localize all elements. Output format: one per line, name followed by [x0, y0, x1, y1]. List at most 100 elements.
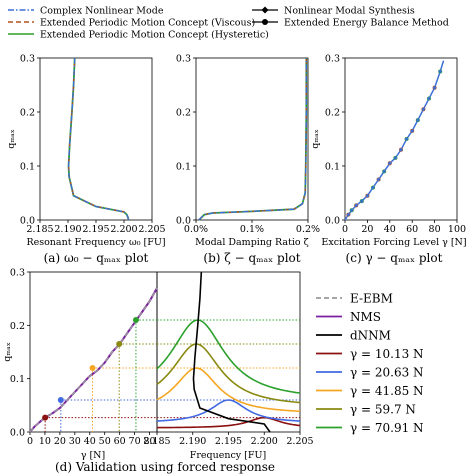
panel-c-caption: (c) γ − qₘₐₓ plot — [346, 251, 443, 265]
legend-label: Extended Periodic Motion Concept (Viscou… — [40, 18, 255, 29]
x-tick-label: 2.190 — [179, 436, 206, 447]
x-tick-label: 2.200 — [110, 224, 137, 235]
marker-diamond — [410, 128, 415, 133]
x-tick-label: 70 — [129, 436, 141, 447]
y-tick-label: 0.1 — [20, 162, 35, 173]
frf-curve — [156, 399, 301, 422]
legend-label: Extended Energy Balance Method — [284, 18, 449, 29]
y-tick-label: 0.2 — [20, 108, 35, 119]
marker-diamond — [393, 155, 398, 160]
series-dnnm — [192, 271, 271, 433]
marker-diamond — [404, 137, 409, 141]
y-tick-label: 0.3 — [176, 54, 191, 65]
panel-d-caption: (d) Validation using forced response — [55, 460, 275, 474]
y-tick-label: 0.2 — [325, 108, 340, 119]
x-tick-label: 10 — [39, 436, 51, 447]
y-tick-label: 0.1 — [176, 162, 191, 173]
panel-b-caption: (b) ζ − qₘₐₓ plot — [203, 251, 300, 265]
panel-d: qₘₐₓ γ [N] Frequency [FU] (d) Validation… — [2, 268, 314, 474]
panel-c-frame — [344, 57, 458, 221]
legend-label: γ = 41.85 N — [350, 384, 424, 398]
x-tick-label: 20 — [361, 224, 373, 235]
x-tick-label: 2.190 — [54, 224, 81, 235]
marker-diamond — [421, 107, 426, 112]
y-tick-label: 0.3 — [325, 54, 340, 65]
series-epmc-viscous — [67, 57, 130, 221]
x-tick-label: 0.2% — [296, 224, 320, 235]
series-epmc-hysteretic — [198, 58, 308, 221]
legend-label: Extended Periodic Motion Concept (Hyster… — [40, 30, 269, 41]
forced-response-point — [89, 365, 96, 371]
x-tick-label: 2.200 — [251, 436, 278, 447]
y-tick-label: 0.1 — [325, 162, 340, 173]
legend-label: γ = 20.63 N — [350, 366, 424, 380]
x-tick-label: 40 — [384, 224, 396, 235]
frf-curve — [156, 343, 301, 404]
x-tick-label: 0.1% — [240, 224, 264, 235]
forced-response-point — [57, 397, 64, 403]
x-tick-label: 20 — [54, 436, 66, 447]
marker-diamond — [432, 85, 437, 90]
panel-b-frame — [195, 57, 309, 221]
marker-diamond — [359, 199, 364, 204]
x-tick-label: 0 — [342, 224, 348, 235]
x-tick-label: 60 — [406, 224, 418, 235]
legend-label: γ = 10.13 N — [350, 347, 424, 361]
marker-diamond — [354, 203, 359, 208]
y-tick-label: 0.2 — [176, 108, 191, 119]
forced-response-point — [116, 341, 123, 347]
panel-c-xlabel: Excitation Forcing Level γ [N] — [321, 237, 466, 248]
x-tick-label: 60 — [114, 436, 126, 447]
y-tick-label: 0.1 — [10, 374, 25, 385]
x-tick-label: 0.0% — [184, 224, 208, 235]
panel-d-right-xlabel: Frequency [FU] — [190, 450, 266, 461]
panel-a: qₘₐₓ Resonant Frequency ω₀ [FU] (a) ω₀ −… — [6, 54, 166, 266]
marker-diamond — [349, 208, 354, 213]
panel-b: Modal Damping Ratio ζ (b) ζ − qₘₐₓ plot … — [176, 54, 320, 266]
panel-b-xlabel: Modal Damping Ratio ζ — [195, 237, 309, 248]
series-epmc-hysteretic — [67, 57, 130, 221]
x-tick-label: 80 — [429, 224, 441, 235]
x-tick-label: 40 — [84, 436, 96, 447]
marker-diamond — [382, 169, 387, 174]
forced-response-point — [42, 414, 49, 421]
y-tick-label: 0.0 — [176, 216, 191, 227]
legend-label: Nonlinear Modal Synthesis — [284, 6, 415, 17]
marker-diamond — [415, 118, 420, 123]
marker-diamond — [387, 161, 392, 166]
bottom-legend: E-EBM NMS dNNM γ = 10.13 N γ = 20.63 N γ = 41… — [316, 292, 424, 435]
frf-curve — [156, 367, 301, 413]
marker-diamond — [399, 147, 403, 152]
panel-d-ylabel: qₘₐₓ — [2, 342, 13, 362]
series-complex-nonlinear-mode — [198, 58, 307, 221]
panel-c-ylabel: qₘₐₓ — [310, 129, 321, 149]
panel-c: qₘₐₓ Excitation Forcing Level γ [N] (c) … — [310, 54, 467, 266]
marker-diamond — [365, 193, 370, 198]
frf-curve — [156, 319, 301, 394]
x-tick-label: 0 — [27, 436, 33, 447]
marker-diamond — [427, 96, 431, 101]
y-tick-label: 0.0 — [325, 216, 340, 227]
x-tick-label: 50 — [99, 436, 111, 447]
legend-label: γ = 70.91 N — [350, 421, 424, 435]
y-tick-label: 0.3 — [10, 268, 25, 279]
legend-label: dNNM — [350, 329, 391, 343]
x-tick-label: 2.195 — [82, 224, 109, 235]
y-tick-label: 0.3 — [20, 54, 35, 65]
x-tick-label: 2.195 — [215, 436, 242, 447]
panel-d-right-frame — [156, 271, 301, 433]
series-epmc-viscous — [198, 58, 308, 221]
x-tick-label: 2.185 — [143, 436, 170, 447]
series-nms — [29, 287, 158, 433]
legend-label: Complex Nonlinear Mode — [40, 6, 164, 17]
legend-label: γ = 59.7 N — [350, 403, 416, 417]
panel-a-xlabel: Resonant Frequency ω₀ [FU] — [26, 237, 165, 248]
panel-a-caption: (a) ω₀ − qₘₐₓ plot — [44, 251, 149, 265]
panel-d-left-frame — [29, 271, 158, 433]
series-e-ebm — [29, 287, 158, 433]
series-complex-nonlinear-mode — [67, 57, 130, 221]
x-tick-label: 2.185 — [26, 224, 53, 235]
legend-label: E-EBM — [350, 292, 393, 306]
